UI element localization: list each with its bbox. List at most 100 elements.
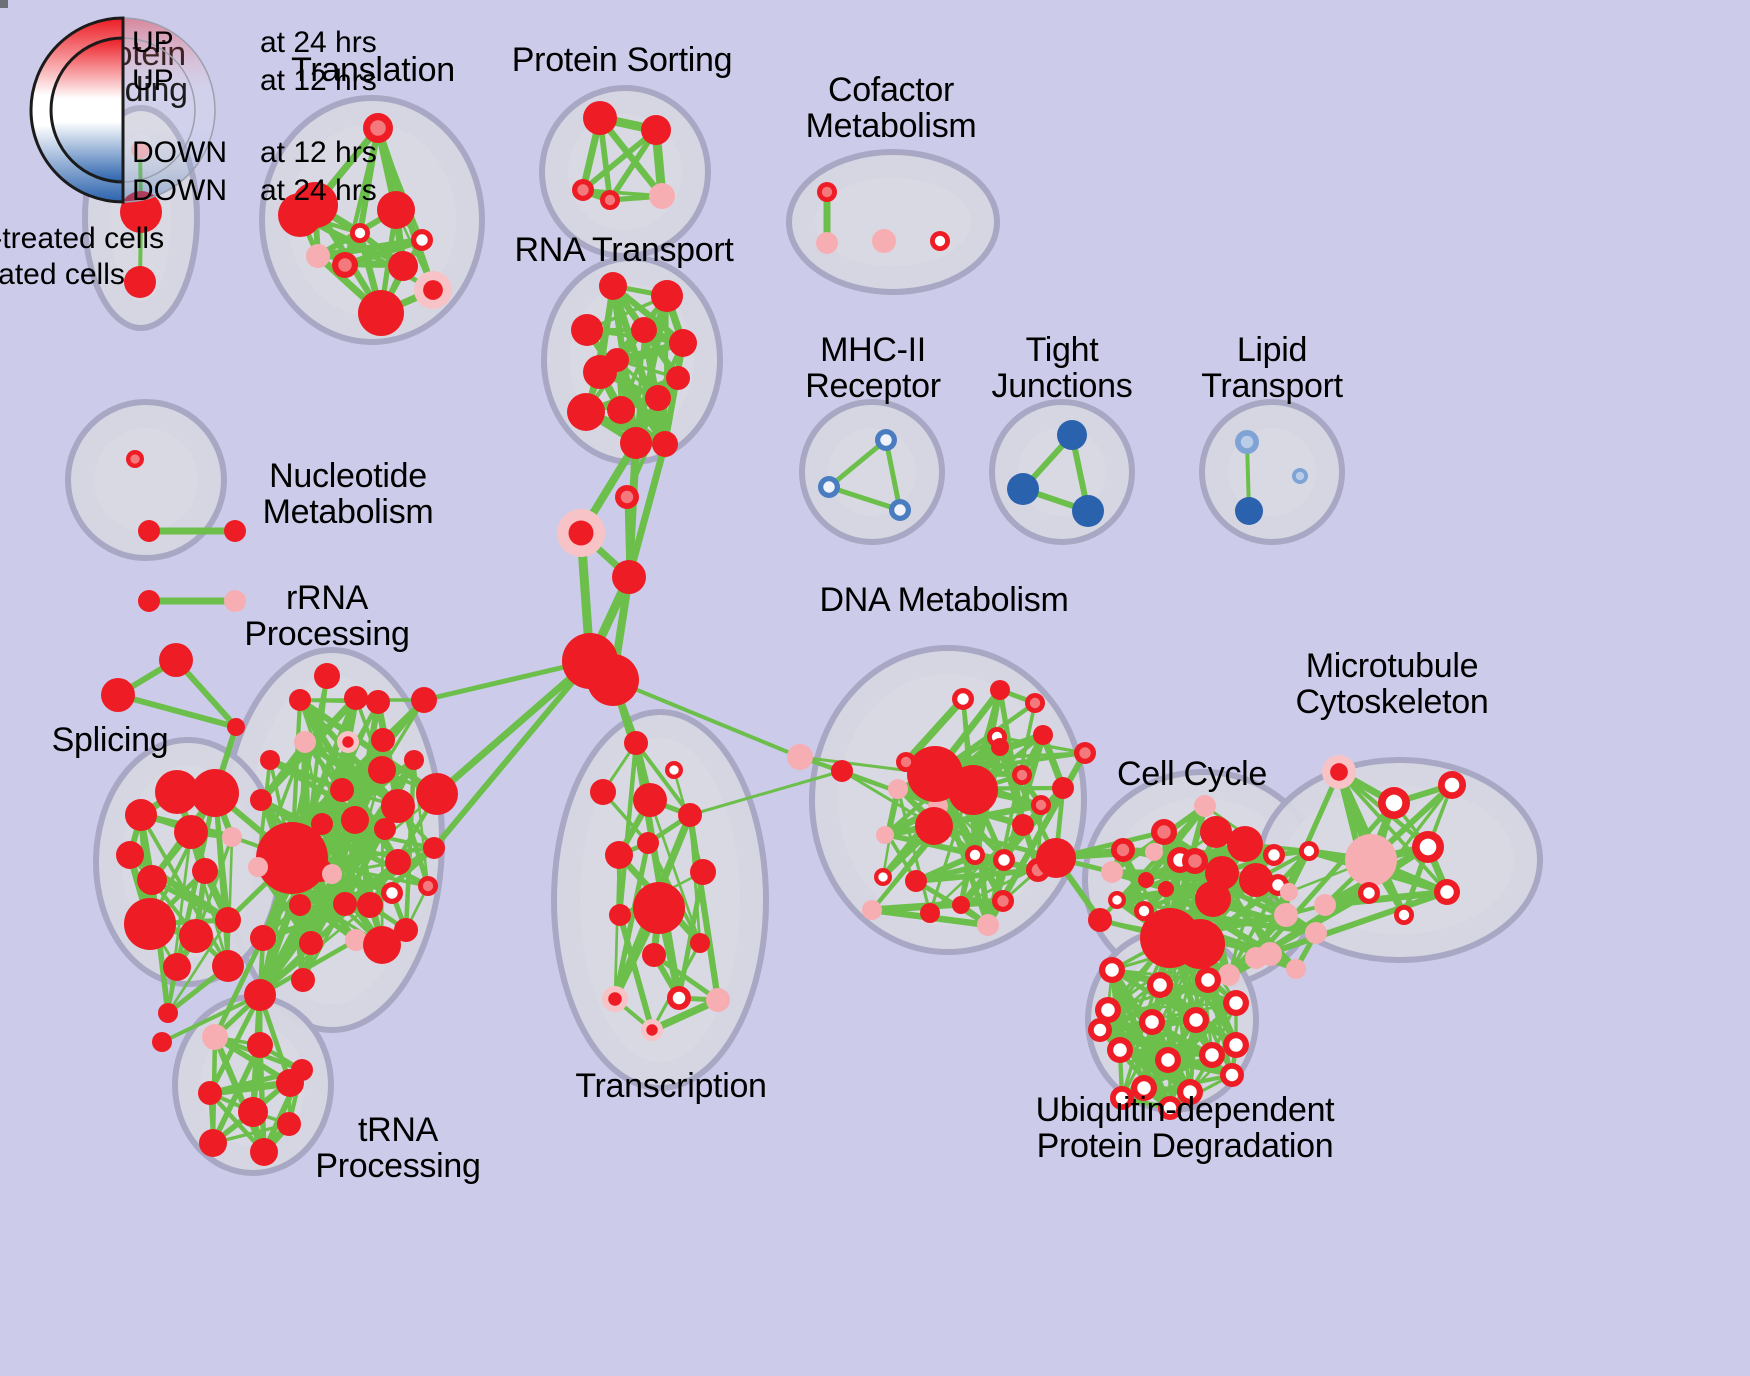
network-node xyxy=(1012,814,1034,836)
network-node xyxy=(1299,841,1319,861)
network-node xyxy=(1072,495,1104,527)
network-node xyxy=(191,769,239,817)
node-core xyxy=(1115,1091,1129,1105)
node-ring xyxy=(952,896,970,914)
network-node xyxy=(337,731,359,753)
network-node xyxy=(905,870,927,892)
network-edge xyxy=(212,935,266,1040)
network-node xyxy=(174,815,208,849)
node-ring xyxy=(645,385,671,411)
network-edge xyxy=(826,484,903,513)
network-node xyxy=(377,191,415,229)
cluster-label-lipid-transport: Lipid Transport xyxy=(1201,331,1343,406)
node-core xyxy=(646,1024,658,1036)
network-node xyxy=(137,865,167,895)
network-edge xyxy=(403,757,417,933)
node-ring xyxy=(277,1112,301,1136)
network-node xyxy=(641,115,671,145)
network-node xyxy=(1322,755,1356,789)
network-node xyxy=(192,858,218,884)
network-edge xyxy=(431,658,593,851)
node-core xyxy=(1225,1068,1239,1082)
node-core xyxy=(969,849,981,861)
node-core xyxy=(1205,1048,1219,1062)
network-node xyxy=(291,1059,313,1081)
node-core xyxy=(342,736,354,748)
node-ring xyxy=(652,431,678,457)
network-node xyxy=(609,904,631,926)
node-ring xyxy=(641,115,671,145)
node-ring xyxy=(876,826,894,844)
node-ring xyxy=(411,687,437,713)
network-node xyxy=(388,251,418,281)
network-node xyxy=(212,950,244,982)
node-ring xyxy=(306,244,330,268)
node-ring xyxy=(1227,826,1263,862)
network-node xyxy=(289,689,311,711)
node-ring xyxy=(423,837,445,859)
node-core xyxy=(1303,845,1315,857)
network-node xyxy=(299,931,323,955)
network-edge xyxy=(267,757,345,793)
node-core xyxy=(1137,1081,1151,1095)
node-ring xyxy=(990,680,1010,700)
node-ring xyxy=(872,229,896,253)
node-ring xyxy=(605,348,629,372)
node-ring xyxy=(1057,420,1087,450)
node-ring xyxy=(991,738,1009,756)
network-node xyxy=(416,773,458,815)
network-node xyxy=(125,799,157,831)
network-node xyxy=(414,271,452,309)
node-ring xyxy=(363,926,401,964)
network-node xyxy=(411,687,437,713)
network-node xyxy=(333,892,357,916)
network-node xyxy=(138,590,160,612)
node-core xyxy=(1189,1013,1203,1027)
node-ring xyxy=(358,290,404,336)
cluster-label-trna-processing: tRNA Processing xyxy=(315,1111,481,1186)
network-node xyxy=(250,1138,278,1166)
legend-row-1-label: UP xyxy=(132,64,174,97)
node-core xyxy=(1112,895,1122,905)
network-edge xyxy=(115,692,239,730)
cluster-label-dna-metabolism: DNA Metabolism xyxy=(819,581,1069,619)
node-ring xyxy=(152,1032,172,1052)
node-core xyxy=(900,756,912,768)
network-node xyxy=(1345,834,1397,886)
network-node xyxy=(227,718,245,736)
node-core xyxy=(1138,905,1150,917)
node-ring xyxy=(368,756,396,784)
node-ring xyxy=(678,803,702,827)
legend-box: UP at 24 hrs UP at 12 hrs DOWN at 12 hrs… xyxy=(0,0,377,291)
network-node xyxy=(874,868,892,886)
network-node xyxy=(888,779,908,799)
network-node xyxy=(1151,819,1177,845)
network-node xyxy=(920,903,940,923)
network-edge xyxy=(663,294,669,446)
node-ring xyxy=(620,427,652,459)
cluster-label-mhc-ii: MHC-II Receptor xyxy=(805,331,941,406)
node-ring xyxy=(977,914,999,936)
node-layer xyxy=(101,101,1466,1166)
node-core xyxy=(577,184,589,196)
node-ring xyxy=(224,590,246,612)
node-ring xyxy=(706,988,730,1012)
network-node xyxy=(1223,1032,1249,1058)
node-ring xyxy=(642,943,666,967)
network-edge xyxy=(421,658,593,703)
network-node xyxy=(1139,1009,1165,1035)
node-core xyxy=(1295,471,1305,481)
node-ring xyxy=(915,807,953,845)
node-ring xyxy=(289,689,311,711)
network-node xyxy=(101,678,135,712)
node-ring xyxy=(1235,497,1263,525)
node-ring xyxy=(404,750,424,770)
network-node xyxy=(1057,420,1087,450)
node-core xyxy=(1272,879,1284,891)
network-node xyxy=(381,789,415,823)
network-node xyxy=(418,876,438,896)
network-edge xyxy=(433,657,594,798)
network-node xyxy=(358,290,404,336)
network-edge xyxy=(688,769,844,817)
node-ring xyxy=(1158,881,1174,897)
